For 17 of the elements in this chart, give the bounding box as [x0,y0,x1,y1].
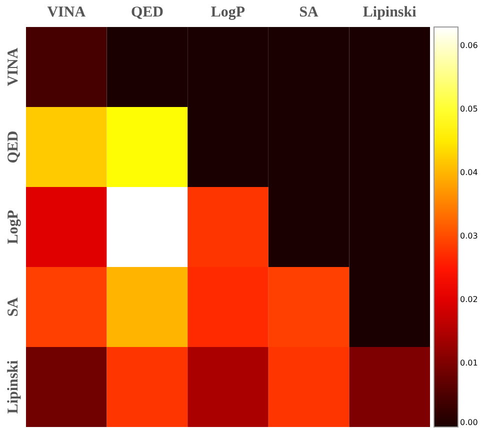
y-tick-label: LogP [6,210,22,244]
color-bar-label: 0.01 [460,358,478,368]
color-bar-label: 0.06 [460,41,478,50]
color-bar-label: 0.04 [460,168,478,178]
y-tick-label: VINA [6,48,22,86]
color-bar-label: 0.03 [460,232,478,241]
y-tick-label: QED [6,130,22,164]
x-tick-label: VINA [47,4,86,20]
color-bar-label: 0.05 [460,104,478,114]
y-tick-label: Lipinski [6,360,22,414]
y-tick-label: SA [6,297,22,317]
color-bar-label: 0.00 [460,418,478,427]
color-bar-label: 0.02 [460,295,478,304]
x-tick-label: LogP [210,4,246,20]
x-tick-label: SA [299,4,319,20]
x-tick-label: QED [130,4,164,20]
x-tick-label: Lipinski [362,4,416,20]
